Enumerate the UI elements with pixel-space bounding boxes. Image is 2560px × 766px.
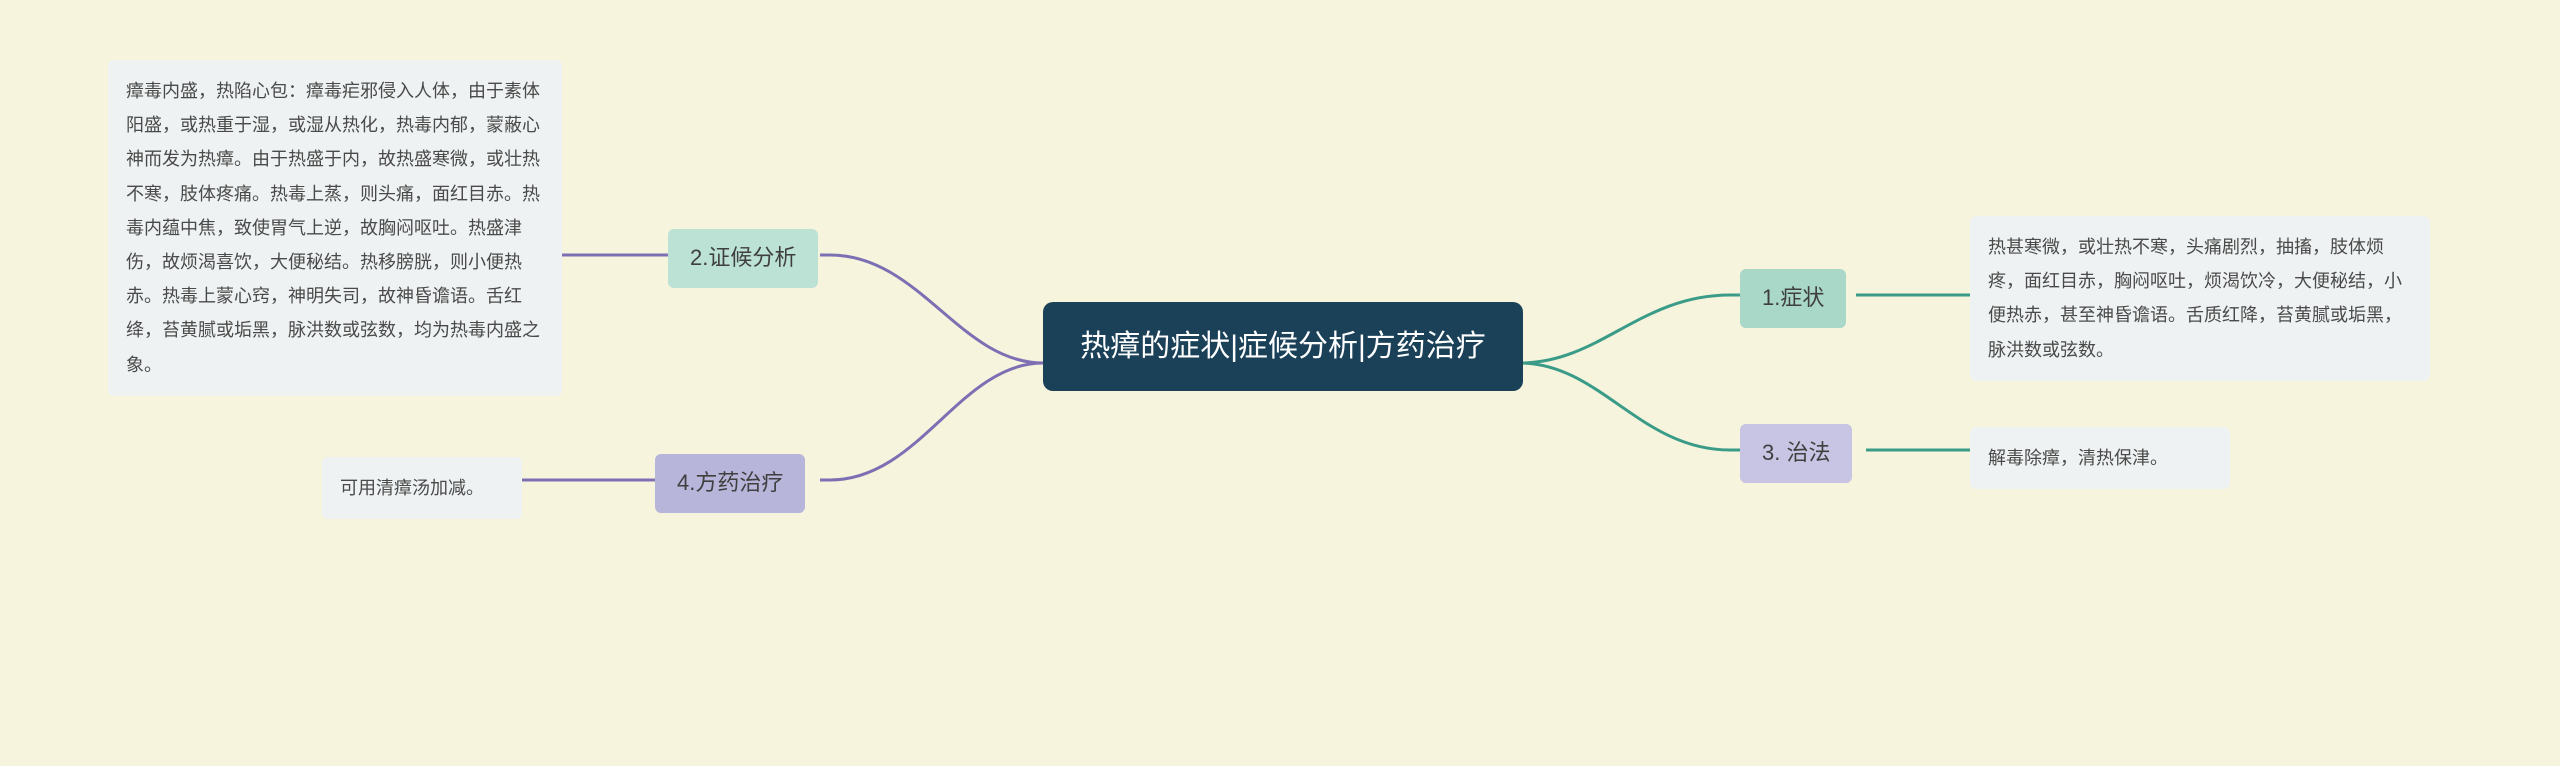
branch-label: 3. 治法 — [1762, 440, 1830, 465]
leaf-text: 热甚寒微，或壮热不寒，头痛剧烈，抽搐，肢体烦疼，面红目赤，胸闷呕吐，烦渴饮冷，大… — [1988, 237, 2402, 360]
branch-symptoms: 1.症状 — [1740, 269, 1846, 328]
leaf-text: 解毒除瘴，清热保津。 — [1988, 448, 2168, 468]
branch-label: 1.症状 — [1762, 285, 1824, 310]
leaf-text: 可用清瘴汤加减。 — [340, 478, 484, 498]
root-node: 热瘴的症状|症候分析|方药治疗 — [1043, 302, 1523, 391]
leaf-analysis: 瘴毒内盛，热陷心包：瘴毒疟邪侵入人体，由于素体阳盛，或热重于湿，或湿从热化，热毒… — [108, 60, 562, 396]
branch-analysis: 2.证候分析 — [668, 229, 818, 288]
branch-label: 2.证候分析 — [690, 245, 796, 270]
root-text: 热瘴的症状|症候分析|方药治疗 — [1080, 330, 1486, 363]
leaf-treatment-method: 解毒除瘴，清热保津。 — [1970, 427, 2230, 489]
branch-label: 4.方药治疗 — [677, 470, 783, 495]
leaf-prescription: 可用清瘴汤加减。 — [322, 457, 522, 519]
leaf-symptoms: 热甚寒微，或壮热不寒，头痛剧烈，抽搐，肢体烦疼，面红目赤，胸闷呕吐，烦渴饮冷，大… — [1970, 216, 2430, 381]
branch-prescription: 4.方药治疗 — [655, 454, 805, 513]
branch-treatment-method: 3. 治法 — [1740, 424, 1852, 483]
leaf-text: 瘴毒内盛，热陷心包：瘴毒疟邪侵入人体，由于素体阳盛，或热重于湿，或湿从热化，热毒… — [126, 81, 540, 375]
